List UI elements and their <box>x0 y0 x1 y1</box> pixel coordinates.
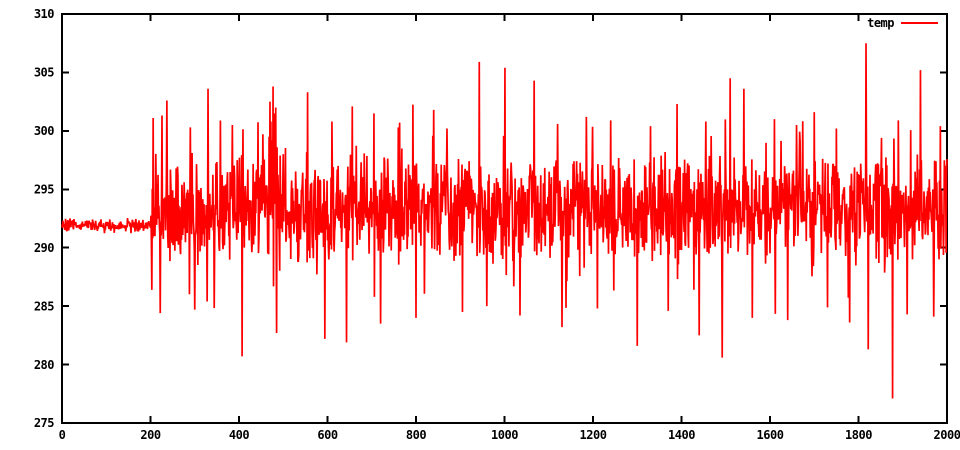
x-tick-label: 2000 <box>934 428 960 442</box>
x-tick-label: 1000 <box>491 428 518 442</box>
y-tick-label: 275 <box>34 416 54 430</box>
axis-tick-labels: 275 280 285 290 295 300 305 310 0 200 400 600 800 100… <box>34 7 960 442</box>
legend-label: temp <box>867 16 894 30</box>
x-tick-label: 0 <box>59 428 66 442</box>
x-tick-label: 1600 <box>757 428 784 442</box>
x-tick-label: 800 <box>406 428 426 442</box>
x-tick-label: 400 <box>229 428 249 442</box>
x-tick-label: 1400 <box>668 428 695 442</box>
x-tick-label: 200 <box>140 428 160 442</box>
legend: temp <box>867 16 938 30</box>
x-tick-label: 600 <box>317 428 337 442</box>
x-tick-label: 1200 <box>580 428 607 442</box>
y-tick-label: 310 <box>34 7 54 21</box>
x-tick-label: 1800 <box>845 428 872 442</box>
y-tick-label: 285 <box>34 299 54 313</box>
temp-series-line <box>61 43 948 399</box>
y-tick-label: 290 <box>34 241 54 255</box>
y-tick-label: 280 <box>34 358 54 372</box>
temp-series <box>61 43 948 399</box>
y-tick-label: 300 <box>34 124 54 138</box>
y-tick-label: 295 <box>34 182 54 196</box>
y-tick-label: 305 <box>34 66 54 80</box>
